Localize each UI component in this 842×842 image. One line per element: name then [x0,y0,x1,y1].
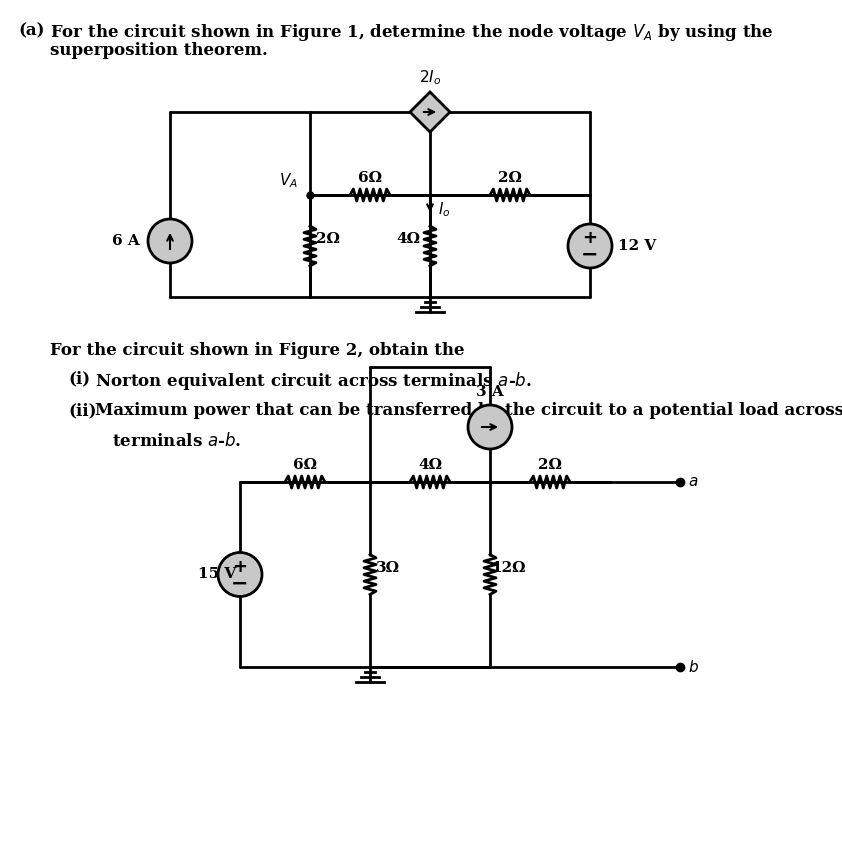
Text: superposition theorem.: superposition theorem. [50,42,268,59]
Ellipse shape [568,224,612,268]
Ellipse shape [148,219,192,263]
Text: 6 A: 6 A [112,234,140,248]
Ellipse shape [468,405,512,449]
Text: 12 V: 12 V [618,239,656,253]
Text: +: + [232,557,248,575]
Text: $2I_o$: $2I_o$ [418,68,441,87]
Text: Norton equivalent circuit across terminals $a$-$b$.: Norton equivalent circuit across termina… [95,370,532,392]
Text: 4Ω: 4Ω [396,232,420,246]
Text: $a$: $a$ [688,475,698,489]
Ellipse shape [218,552,262,596]
Text: 15 V: 15 V [198,568,237,582]
Text: 3 A: 3 A [476,385,504,399]
Text: (i): (i) [68,370,90,387]
Text: +: + [583,229,598,247]
Text: Maximum power that can be transferred by the circuit to a potential load across: Maximum power that can be transferred by… [95,402,842,419]
Text: 2Ω: 2Ω [498,171,522,185]
Text: −: − [581,245,599,265]
Text: terminals $a$-$b$.: terminals $a$-$b$. [112,432,242,450]
Text: For the circuit shown in Figure 1, determine the node voltage $V_A$ by using the: For the circuit shown in Figure 1, deter… [50,22,774,43]
Text: 3Ω: 3Ω [376,561,400,574]
Text: 4Ω: 4Ω [418,458,442,472]
Text: (ii): (ii) [68,402,97,419]
Text: $I_o$: $I_o$ [438,200,450,220]
Text: 12Ω: 12Ω [491,561,525,574]
Text: $b$: $b$ [688,659,699,675]
Text: 6Ω: 6Ω [293,458,317,472]
Text: 2Ω: 2Ω [538,458,562,472]
Polygon shape [410,92,450,132]
Text: $V_A$: $V_A$ [279,171,298,190]
Text: 6Ω: 6Ω [358,171,382,185]
Text: −: − [232,573,248,594]
Text: For the circuit shown in Figure 2, obtain the: For the circuit shown in Figure 2, obtai… [50,342,465,359]
Text: 2Ω: 2Ω [316,232,340,246]
Text: (a): (a) [18,22,45,39]
